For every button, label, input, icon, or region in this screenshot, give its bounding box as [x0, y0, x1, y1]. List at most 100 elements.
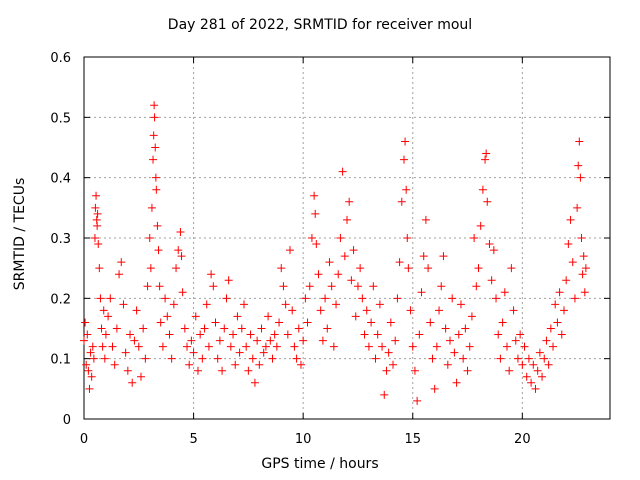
data-point: [264, 312, 273, 321]
data-point: [277, 264, 286, 273]
data-point: [441, 324, 450, 333]
data-point: [316, 306, 325, 315]
chart-title: Day 281 of 2022, SRMTID for receiver mou…: [167, 17, 473, 33]
data-point: [343, 215, 351, 224]
data-point: [163, 312, 172, 321]
data-point: [81, 318, 90, 327]
data-point: [351, 312, 360, 321]
data-point: [261, 342, 270, 351]
data-point: [529, 360, 538, 369]
data-point: [437, 282, 446, 291]
x-tick-label: 20: [514, 432, 531, 447]
data-point: [83, 330, 92, 339]
data-point: [538, 372, 547, 381]
data-point: [204, 342, 213, 351]
data-point: [207, 270, 216, 279]
data-point: [121, 348, 130, 357]
y-tick-label: 0.4: [50, 172, 71, 187]
data-point: [494, 330, 503, 339]
data-point: [226, 342, 235, 351]
data-point: [130, 336, 139, 345]
data-point: [395, 258, 404, 267]
data-point: [327, 282, 336, 291]
data-point: [215, 336, 224, 345]
data-point: [169, 300, 178, 309]
data-point: [415, 330, 424, 339]
data-point: [461, 324, 470, 333]
data-point: [448, 294, 457, 303]
data-point: [531, 384, 540, 393]
data-point: [193, 366, 202, 375]
data-point: [467, 312, 476, 321]
data-point: [542, 336, 551, 345]
data-point: [408, 342, 417, 351]
data-point: [112, 324, 121, 333]
data-point: [123, 366, 132, 375]
data-point: [310, 191, 319, 200]
data-point: [307, 234, 316, 242]
data-point: [196, 330, 205, 339]
data-point: [478, 185, 487, 194]
data-point: [573, 203, 582, 212]
data-point: [286, 246, 295, 255]
data-point: [540, 354, 549, 363]
data-point: [522, 372, 531, 381]
data-point: [150, 101, 159, 110]
data-point: [150, 113, 159, 122]
data-point: [95, 264, 104, 273]
x-axis-label: GPS time / hours: [261, 456, 379, 472]
data-point: [356, 264, 365, 273]
data-point: [235, 348, 244, 357]
data-point: [334, 270, 343, 279]
data-point: [500, 288, 509, 297]
data-point: [527, 378, 536, 387]
y-tick-label: 0.2: [50, 292, 71, 307]
data-point: [233, 312, 242, 321]
data-point: [399, 155, 408, 164]
data-point: [177, 252, 186, 261]
data-point: [472, 282, 481, 291]
data-point: [248, 354, 257, 363]
data-point: [450, 348, 459, 357]
data-point: [402, 185, 411, 194]
data-point: [229, 330, 238, 339]
data-point: [417, 288, 426, 297]
y-axis-label: SRMTID / TECUs: [12, 177, 28, 291]
data-point: [511, 336, 520, 345]
data-point: [439, 252, 448, 261]
data-point: [246, 330, 255, 339]
data-point: [353, 282, 362, 291]
x-tick-label: 0: [80, 432, 88, 447]
data-point: [183, 342, 192, 351]
data-point: [153, 221, 162, 230]
data-point: [165, 330, 174, 339]
data-point: [149, 155, 158, 164]
data-point: [454, 330, 463, 339]
data-point: [299, 336, 308, 345]
data-point: [580, 288, 589, 297]
data-point: [115, 270, 124, 279]
data-point: [485, 240, 494, 249]
data-point: [80, 336, 88, 345]
data-point: [432, 342, 441, 351]
data-point: [93, 221, 102, 230]
data-point: [270, 330, 279, 339]
data-point: [152, 185, 161, 194]
data-point: [496, 354, 505, 363]
grid-lines: [84, 57, 610, 419]
data-point: [516, 330, 525, 339]
data-point: [375, 300, 384, 309]
data-point: [393, 294, 402, 303]
data-point: [574, 161, 583, 170]
data-point: [419, 252, 428, 261]
data-point: [562, 276, 571, 285]
data-point: [520, 342, 529, 351]
data-point: [378, 342, 387, 351]
data-point: [518, 360, 527, 369]
data-point: [369, 282, 378, 291]
data-point: [483, 197, 492, 206]
data-point: [555, 288, 564, 297]
data-point: [452, 378, 461, 387]
data-point: [340, 252, 349, 261]
data-point: [391, 336, 400, 345]
